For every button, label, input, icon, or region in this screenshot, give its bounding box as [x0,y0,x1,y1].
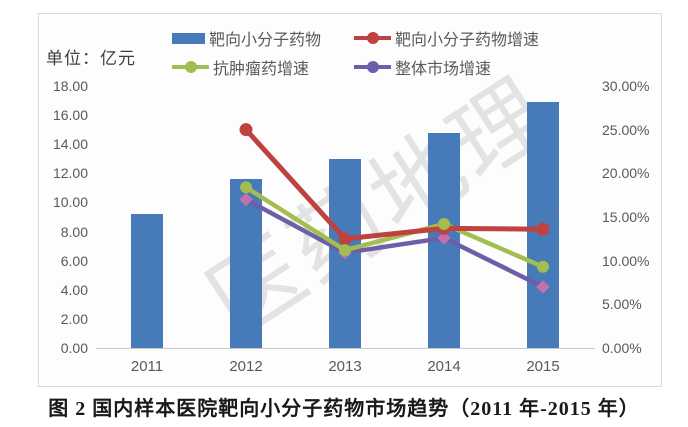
figure-caption: 图 2 国内样本医院靶向小分子药物市场趋势（2011 年-2015 年） [48,398,640,420]
right-axis-tick: 5.00% [602,296,642,313]
right-axis-tick: 15.00% [602,209,650,225]
point-overall-market-growth-2015 [536,280,550,294]
point-target-drug-growth-2012 [239,123,253,137]
right-axis-tick: 30.00% [602,78,650,94]
right-axis-tick: 20.00% [602,165,650,182]
left-axis-tick: 18.00 [52,78,88,94]
line-target-drug-growth [243,127,546,242]
legend-item-overall-market-growth: 整体市场增速 [354,57,539,78]
point-antitumor-growth-2013 [339,244,351,257]
left-axis-tick: 4.00 [60,281,88,298]
x-axis-label: 2013 [328,358,362,375]
dot-icon [366,61,379,73]
line-marker-icon [354,61,391,73]
line-marker-icon [354,32,391,44]
legend-label: 整体市场增速 [395,61,492,78]
unit-label: 单位：亿元 [46,49,136,68]
legend-label: 抗肿瘤药增速 [213,61,310,78]
point-antitumor-growth-2014 [438,217,450,230]
line-marker-icon [172,61,209,73]
left-axis-tick: 10.00 [52,194,88,211]
chart-legend: 靶向小分子药物 靶向小分子药物增速 抗肿瘤药增速 整体市场增速 [172,28,540,78]
x-axis-label: 2012 [229,358,263,375]
bar-swatch-icon [172,32,205,44]
legend-item-antitumor-growth: 抗肿瘤药增速 [172,57,354,78]
point-target-drug-growth-2015 [536,222,550,236]
point-target-drug-growth-2013 [338,232,352,246]
left-axis-tick: 2.00 [60,310,88,327]
dot-icon [366,32,379,44]
line-overall-market-growth [243,197,546,290]
left-axis-tick: 14.00 [52,136,88,153]
right-axis-tick: 0.00% [602,340,642,356]
line-antitumor-growth [243,185,546,270]
left-axis-tick: 0.00 [60,340,88,356]
left-axis-tick: 6.00 [60,252,88,269]
legend-item-target-drugs: 靶向小分子药物 [172,28,354,49]
right-axis-tick: 10.00% [602,252,650,269]
left-axis-tick: 12.00 [52,165,88,182]
legend-item-target-drug-growth: 靶向小分子药物增速 [354,28,540,49]
point-antitumor-growth-2012 [240,181,252,194]
right-axis-tick: 25.00% [602,121,650,138]
point-antitumor-growth-2015 [537,260,549,273]
left-axis-tick: 8.00 [60,223,88,240]
x-axis-line [96,348,595,349]
x-axis-label: 2014 [427,358,461,375]
x-axis-label: 2011 [130,358,164,375]
legend-label: 靶向小分子药物增速 [395,32,540,49]
legend-label: 靶向小分子药物 [209,32,322,49]
x-axis-label: 2015 [526,358,560,375]
dot-icon [184,61,197,73]
bar-2011 [131,214,163,348]
left-axis-tick: 16.00 [52,107,88,124]
